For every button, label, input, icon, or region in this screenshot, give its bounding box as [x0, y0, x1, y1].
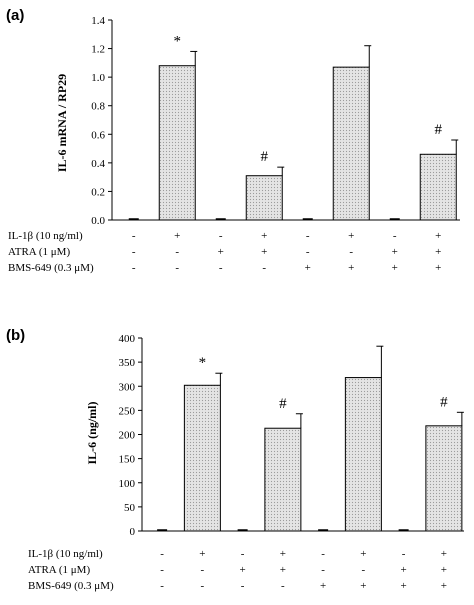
treatment-mark-a: + [305, 262, 311, 274]
y-tick-label-b: 300 [119, 381, 136, 393]
treatment-mark-b: - [160, 548, 164, 560]
treatment-label-b: ATRA (1 μM) [28, 564, 90, 576]
y-tick-label-b: 400 [119, 333, 136, 345]
treatment-label-a: IL-1β (10 ng/ml) [8, 230, 83, 242]
treatment-mark-b: + [401, 580, 407, 592]
treatment-mark-b: + [199, 548, 205, 560]
treatment-mark-a: + [174, 230, 180, 242]
bar-a [158, 65, 196, 221]
treatment-mark-a: + [348, 230, 354, 242]
bar-b [183, 384, 221, 532]
panel-label-b: (b) [6, 327, 25, 344]
treatment-mark-b: + [280, 564, 286, 576]
treatment-mark-a: - [306, 246, 310, 258]
treatment-mark-b: + [401, 564, 407, 576]
treatment-mark-b: + [320, 580, 326, 592]
y-tick-label-a: 0.6 [91, 129, 105, 141]
treatment-mark-b: - [281, 580, 285, 592]
treatment-mark-a: - [132, 230, 136, 242]
treatment-label-a: BMS-649 (0.3 μM) [8, 262, 94, 274]
significance-mark-b: * [199, 355, 207, 371]
treatment-label-b: IL-1β (10 ng/ml) [28, 548, 103, 560]
panel-label-a: (a) [6, 7, 24, 24]
y-tick-label-a: 1.0 [91, 72, 105, 84]
treatment-mark-b: - [160, 580, 164, 592]
treatment-mark-a: - [306, 230, 310, 242]
y-tick-label-a: 0.2 [91, 186, 105, 198]
treatment-mark-b: + [240, 564, 246, 576]
y-tick-label-a: 0.4 [91, 158, 105, 170]
y-tick-label-b: 0 [130, 526, 136, 538]
treatment-mark-b: + [360, 548, 366, 560]
y-tick-label-b: 100 [119, 478, 136, 490]
plot-area-b: 0 50 100 150 200 250 300 350 400 * # # IL-1β (10 ng/… [28, 333, 464, 592]
y-tick-label-b: 350 [119, 357, 136, 369]
treatment-mark-b: - [321, 564, 325, 576]
treatment-mark-a: + [218, 246, 224, 258]
treatment-mark-a: + [435, 230, 441, 242]
y-tick-label-a: 1.2 [91, 44, 105, 56]
treatment-mark-a: - [219, 262, 223, 274]
panel-a: (a) IL-6 mRNA / RP29 0.0 0.2 0.4 0.6 0.8 1.0 1… [6, 7, 460, 274]
y-tick-label-a: 0.8 [91, 101, 105, 113]
treatment-mark-b: + [360, 580, 366, 592]
y-tick-label-a: 1.4 [91, 15, 105, 27]
treatment-mark-b: - [201, 564, 205, 576]
treatment-mark-a: + [392, 246, 398, 258]
significance-mark-b: # [279, 396, 287, 412]
treatment-mark-a: - [132, 246, 136, 258]
bar-b [344, 377, 382, 532]
treatment-mark-b: + [441, 580, 447, 592]
y-tick-label-b: 200 [119, 430, 136, 442]
y-tick-label-a: 0.0 [91, 215, 105, 227]
treatment-mark-b: - [241, 548, 245, 560]
treatment-label-a: ATRA (1 μM) [8, 246, 70, 258]
treatment-mark-a: - [349, 246, 353, 258]
treatment-mark-a: - [393, 230, 397, 242]
treatment-label-b: BMS-649 (0.3 μM) [28, 580, 114, 592]
y-tick-label-b: 150 [119, 454, 136, 466]
bar-b [425, 425, 463, 532]
treatment-mark-a: + [392, 262, 398, 274]
treatment-mark-b: - [321, 548, 325, 560]
y-axis-label-a: IL-6 mRNA / RP29 [55, 74, 69, 172]
bar-a [332, 66, 370, 221]
y-tick-label-b: 250 [119, 405, 136, 417]
treatment-mark-b: - [201, 580, 205, 592]
treatment-mark-a: - [175, 246, 179, 258]
treatment-mark-a: + [348, 262, 354, 274]
treatment-mark-b: + [441, 564, 447, 576]
significance-mark-b: # [440, 394, 448, 410]
treatment-mark-a: + [435, 262, 441, 274]
bar-b [264, 427, 302, 532]
panel-b: (b) IL-6 (ng/ml) 0 50 100 150 200 250 300 350 40… [6, 327, 464, 592]
treatment-mark-b: + [441, 548, 447, 560]
treatment-mark-a: + [261, 246, 267, 258]
treatment-mark-a: - [262, 262, 266, 274]
treatment-mark-a: - [132, 262, 136, 274]
treatment-mark-b: + [280, 548, 286, 560]
significance-mark-a: # [261, 149, 269, 165]
significance-mark-a: # [435, 122, 443, 138]
y-tick-label-b: 50 [124, 502, 136, 514]
treatment-mark-b: - [402, 548, 406, 560]
treatment-mark-a: + [261, 230, 267, 242]
treatment-mark-b: - [362, 564, 366, 576]
significance-mark-a: * [174, 33, 182, 49]
bar-a [245, 175, 283, 221]
bar-a [419, 153, 457, 221]
treatment-mark-b: - [160, 564, 164, 576]
plot-area-a: 0.0 0.2 0.4 0.6 0.8 1.0 1.2 1.4 * # # IL-1β (10 ng/… [8, 15, 460, 274]
treatment-mark-b: - [241, 580, 245, 592]
treatment-mark-a: - [219, 230, 223, 242]
treatment-mark-a: - [175, 262, 179, 274]
treatment-mark-a: + [435, 246, 441, 258]
y-axis-label-b: IL-6 (ng/ml) [85, 401, 99, 464]
